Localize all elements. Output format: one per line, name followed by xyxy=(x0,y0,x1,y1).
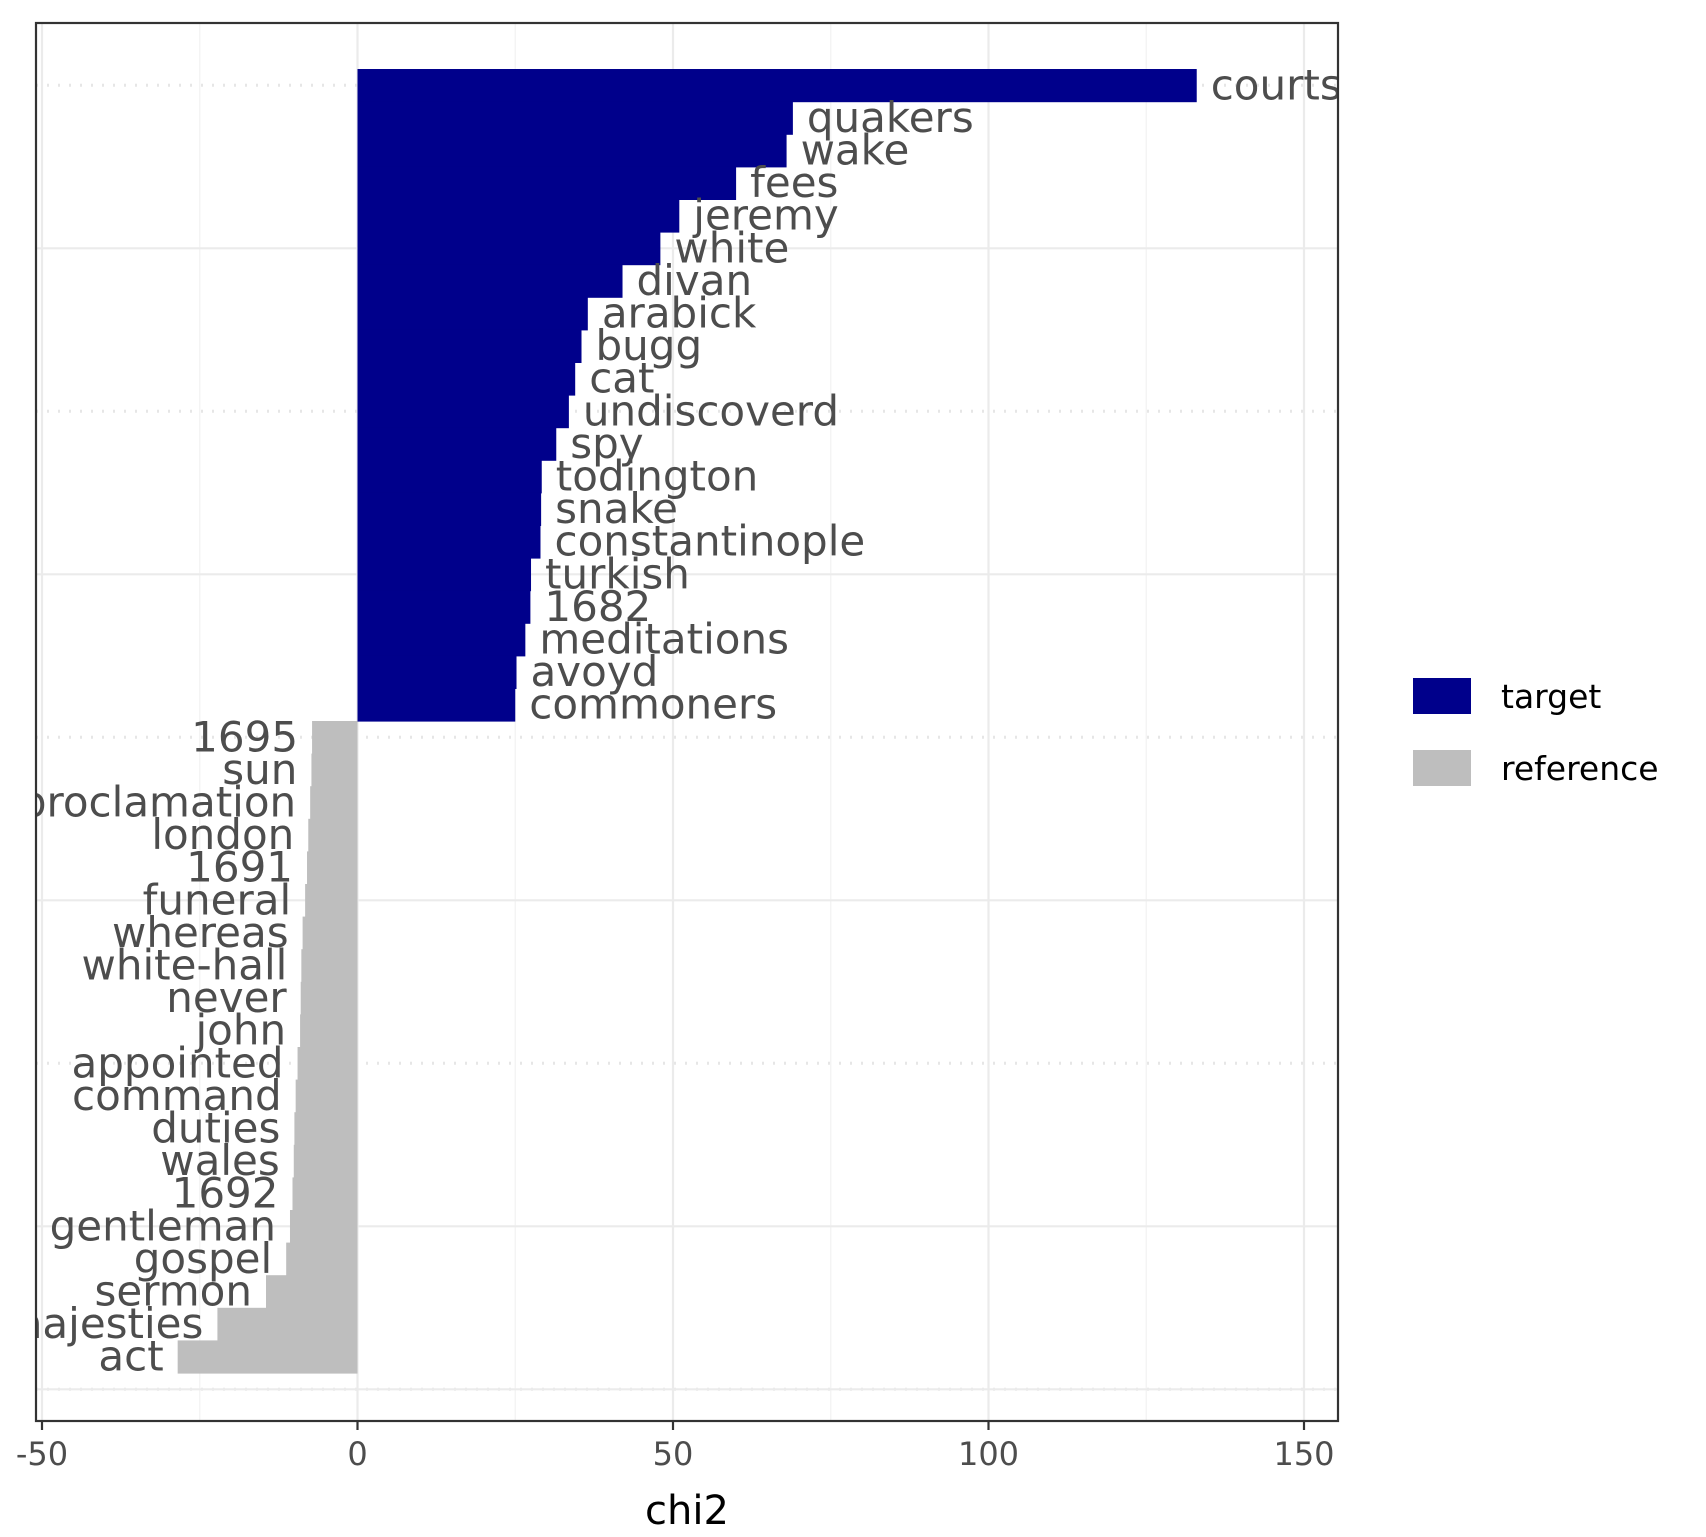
bar-label-cat: cat xyxy=(589,354,654,403)
bar-label-proclamation: proclamation xyxy=(20,778,296,827)
bar-label-divan: divan xyxy=(637,256,753,305)
legend: target reference xyxy=(1413,677,1659,788)
bar-never xyxy=(300,981,358,1015)
bar-sun xyxy=(311,753,358,787)
legend-key-target xyxy=(1413,678,1471,714)
bar-gospel xyxy=(286,1242,358,1276)
bar-spy xyxy=(357,427,557,461)
bar-label-courts: courts xyxy=(1211,60,1342,109)
bar-label-snake: snake xyxy=(555,484,678,533)
bar-1695 xyxy=(312,721,358,755)
bar-wales xyxy=(293,1144,358,1178)
x-axis-title: chi2 xyxy=(645,1488,729,1534)
bar-duties xyxy=(294,1112,358,1146)
bar-label-act: act xyxy=(98,1332,163,1381)
x-axis: -50 0 50 100 150 xyxy=(16,1421,1335,1473)
bar-label-london: london xyxy=(151,810,294,859)
bar-whereas xyxy=(302,916,358,950)
panel-border xyxy=(34,21,1340,1423)
bar-label-majesties: majesties xyxy=(2,1299,204,1348)
bar-snake xyxy=(357,492,542,526)
bar-majesties xyxy=(217,1307,358,1341)
legend-key-reference xyxy=(1413,750,1471,786)
bar-label-wake: wake xyxy=(801,126,910,175)
bar-label-fees: fees xyxy=(750,158,838,207)
bar-label-arabick: arabick xyxy=(602,289,757,338)
bar-sermon xyxy=(266,1275,358,1309)
bar-label-1695: 1695 xyxy=(191,712,298,761)
bar-constantinople xyxy=(357,525,541,559)
bar-label-white-hall: white-hall xyxy=(82,941,288,990)
bar-label-sermon: sermon xyxy=(95,1267,252,1316)
bar-label-undiscoverd: undiscoverd xyxy=(583,386,839,435)
x-tick-label: 0 xyxy=(347,1435,367,1473)
bar-label-jeremy: jeremy xyxy=(692,191,838,240)
bar-label-1682: 1682 xyxy=(544,582,651,631)
bar-label-whereas: whereas xyxy=(112,908,289,957)
bar-label-constantinople: constantinople xyxy=(554,517,865,566)
bar-appointed xyxy=(297,1047,358,1081)
bar-white-hall xyxy=(301,949,358,983)
bar-act xyxy=(177,1340,358,1374)
bar-label-todington: todington xyxy=(556,452,759,501)
legend-label-target: target xyxy=(1501,677,1601,716)
x-tick-label: 50 xyxy=(653,1435,694,1473)
x-tick-label: -50 xyxy=(16,1435,68,1473)
bar-undiscoverd xyxy=(357,395,569,429)
bar-label-white: white xyxy=(674,223,789,272)
bar-cat xyxy=(357,362,576,396)
bar-label-never: never xyxy=(166,973,287,1022)
bar-label-gentleman: gentleman xyxy=(50,1201,276,1250)
bar-proclamation xyxy=(310,786,358,820)
bar-1691 xyxy=(307,851,358,885)
bar-commoners xyxy=(357,688,516,722)
bar-john xyxy=(300,1014,358,1048)
bar-divan xyxy=(357,264,623,298)
bar-bugg xyxy=(357,329,582,363)
bar-arabick xyxy=(357,297,588,331)
bar-label-gospel: gospel xyxy=(134,1234,272,1283)
bar-meditations xyxy=(357,623,526,657)
bar-avoyd xyxy=(357,655,517,689)
bar-label-spy: spy xyxy=(570,419,643,468)
bar-label-quakers: quakers xyxy=(807,93,974,142)
bar-1692 xyxy=(292,1177,358,1211)
bar-label-command: command xyxy=(72,1071,282,1120)
bar-label-duties: duties xyxy=(151,1104,280,1153)
bar-1682 xyxy=(357,590,531,624)
bar-london xyxy=(308,818,358,852)
bar-wake xyxy=(357,134,787,168)
legend-label-reference: reference xyxy=(1501,749,1659,788)
bar-label-1691: 1691 xyxy=(186,843,293,892)
bar-label-appointed: appointed xyxy=(72,1038,284,1087)
bar-jeremy xyxy=(357,199,680,233)
bar-turkish xyxy=(357,558,532,592)
x-tick-label: 100 xyxy=(958,1435,1019,1473)
bar-label-commoners: commoners xyxy=(529,680,777,729)
bar-funeral xyxy=(305,884,358,918)
bar-label-sun: sun xyxy=(222,745,297,794)
x-tick-label: 150 xyxy=(1273,1435,1334,1473)
bar-quakers xyxy=(357,101,793,135)
bar-label-meditations: meditations xyxy=(539,615,789,664)
bar-label-funeral: funeral xyxy=(143,875,292,924)
bars xyxy=(177,69,1197,1374)
bar-fees xyxy=(357,166,737,200)
bar-courts xyxy=(357,69,1197,103)
bar-gentleman xyxy=(289,1210,358,1244)
bar-label-1692: 1692 xyxy=(172,1169,279,1218)
bar-label-avoyd: avoyd xyxy=(531,647,659,696)
bar-label-bugg: bugg xyxy=(596,321,703,370)
bar-white xyxy=(357,232,661,266)
bar-labels: courts quakerswakefeesjeremywhitedivanara… xyxy=(2,60,1342,1381)
bar-label-turkish: turkish xyxy=(545,549,690,598)
bar-label-john: john xyxy=(194,1006,286,1055)
bar-todington xyxy=(357,460,542,494)
bar-label-wales: wales xyxy=(160,1136,279,1185)
bar-command xyxy=(295,1079,358,1113)
